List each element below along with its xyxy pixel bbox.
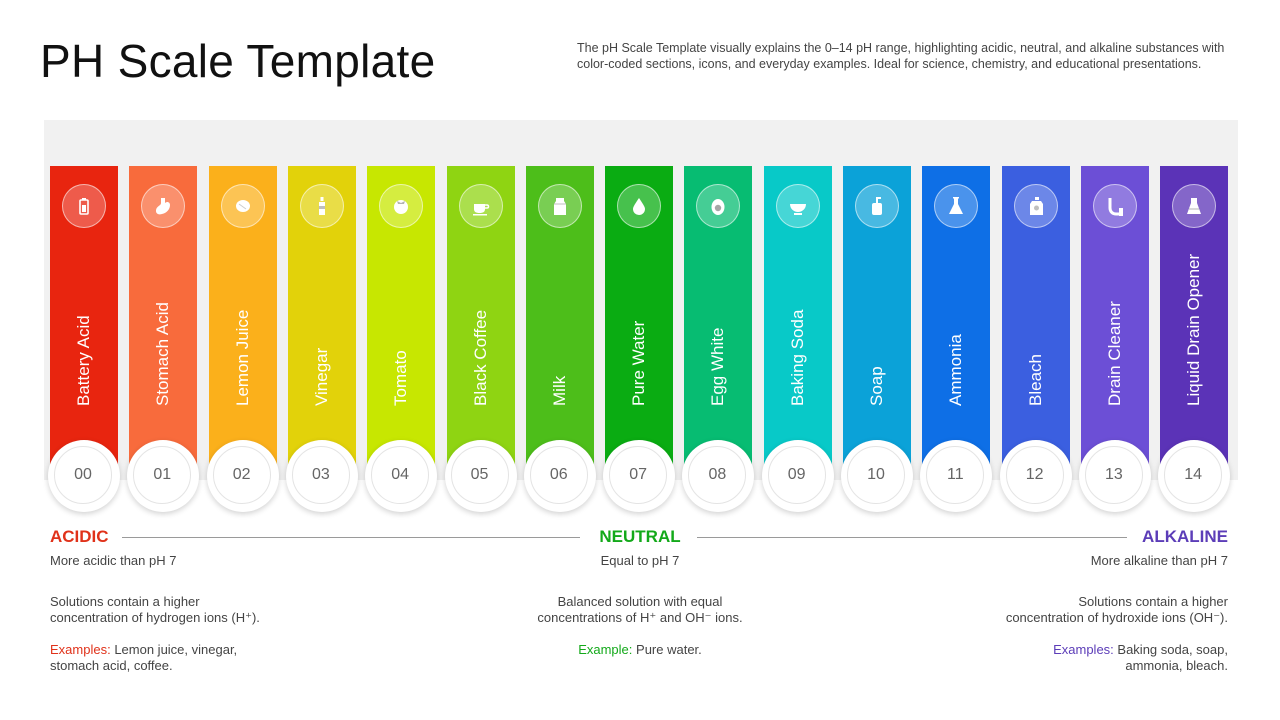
- neutral-description: Balanced solution with equal concentrati…: [537, 594, 743, 625]
- ph-number-badge: 14: [1158, 440, 1231, 512]
- ph-substance-label: Battery Acid: [74, 315, 93, 406]
- bottle-icon: [299, 184, 344, 228]
- ph-number: 08: [688, 446, 747, 504]
- neutral-divider: [697, 537, 1127, 538]
- ph-number-badge: 06: [523, 440, 596, 512]
- ph-substance-label: Lemon Juice: [232, 309, 252, 406]
- acidic-examples: Examples: Lemon juice, vinegar, stomach …: [50, 642, 238, 673]
- ph-substance-label: Liquid Drain Opener: [1184, 253, 1204, 406]
- page-description: The pH Scale Template visually explains …: [577, 41, 1225, 72]
- ph-column-07: Pure Water 07: [603, 166, 676, 512]
- battery-icon: [62, 184, 106, 228]
- ph-number: 03: [291, 446, 350, 504]
- ph-number-badge: 05: [444, 440, 517, 512]
- alkaline-examples-label: Examples:: [1053, 642, 1114, 657]
- ph-number: 14: [1164, 446, 1223, 504]
- neutral-examples-label: Example:: [578, 642, 633, 657]
- bleach-bottle-icon: [1013, 184, 1058, 228]
- ph-column-11: Ammonia 11: [920, 166, 993, 512]
- ph-number: 01: [133, 446, 192, 504]
- ph-number: 09: [767, 446, 826, 504]
- soap-dispenser-icon: [855, 184, 899, 228]
- ph-column-09: Baking Soda 09: [761, 166, 834, 512]
- ph-column-05: Black Coffee 05: [444, 166, 517, 512]
- ph-substance-label: Tomato: [391, 350, 411, 406]
- ph-column-08: Egg White 08: [682, 166, 755, 512]
- ph-number-badge: 10: [841, 440, 913, 512]
- ph-number-badge: 09: [761, 440, 834, 512]
- ph-column-06: Milk 06: [523, 166, 596, 512]
- ph-number: 11: [926, 446, 985, 504]
- ph-column-00: Battery Acid 00: [48, 166, 120, 512]
- stomach-icon: [141, 184, 186, 228]
- ph-column-14: Liquid Drain Opener 14: [1158, 166, 1231, 512]
- ph-substance-label: Stomach Acid: [153, 302, 173, 406]
- ph-substance-label: Soap: [867, 366, 886, 406]
- alkaline-subtitle: More alkaline than pH 7: [1090, 553, 1228, 568]
- acidic-examples-label: Examples:: [50, 642, 111, 657]
- ph-substance-label: Black Coffee: [470, 309, 490, 406]
- bowl-icon: [775, 184, 820, 228]
- neutral-heading: NEUTRAL: [599, 527, 681, 546]
- ph-number-badge: 01: [127, 440, 200, 512]
- ph-substance-label: Milk: [549, 375, 569, 406]
- alkaline-description: Solutions contain a higher concentration…: [1005, 594, 1228, 625]
- alkaline-examples: Examples: Baking soda, soap, ammonia, bl…: [1053, 642, 1228, 673]
- ph-number-badge: 02: [206, 440, 279, 512]
- ph-number-badge: 11: [920, 440, 993, 512]
- ph-number-badge: 04: [365, 440, 438, 512]
- ph-number-badge: 03: [285, 440, 358, 512]
- ph-column-12: Bleach 12: [999, 166, 1072, 512]
- tomato-icon: [379, 184, 424, 228]
- ph-substance-label: Ammonia: [946, 334, 966, 406]
- acidic-divider: [122, 537, 580, 538]
- pipe-icon: [1092, 184, 1137, 228]
- ph-number: 06: [529, 446, 588, 504]
- milk-carton-icon: [537, 184, 582, 228]
- ph-number: 04: [371, 446, 430, 504]
- ph-column-10: Soap 10: [841, 166, 913, 512]
- ph-number-badge: 13: [1078, 440, 1151, 512]
- ph-scale: Battery Acid 00 Stomach Acid 01 Lemon Juice 0…: [48, 166, 1231, 516]
- acidic-heading: ACIDIC: [50, 527, 109, 546]
- acidic-description: Solutions contain a higher concentration…: [50, 594, 260, 625]
- ph-number: 05: [450, 446, 509, 504]
- page-title: PH Scale Template: [40, 35, 436, 87]
- egg-icon: [696, 184, 741, 228]
- water-drop-icon: [617, 184, 662, 228]
- beaker-icon: [1172, 184, 1217, 228]
- ph-substance-label: Bleach: [1025, 354, 1045, 406]
- ph-substance-label: Vinegar: [311, 347, 331, 406]
- ph-number: 07: [609, 446, 668, 504]
- alkaline-heading: ALKALINE: [1142, 527, 1228, 546]
- ph-substance-label: Baking Soda: [787, 309, 807, 406]
- lemon-icon: [220, 184, 265, 228]
- acidic-subtitle: More acidic than pH 7: [50, 553, 177, 568]
- ph-number-badge: 07: [603, 440, 676, 512]
- ph-column-02: Lemon Juice 02: [206, 166, 279, 512]
- flask-icon: [934, 184, 979, 228]
- ph-column-13: Drain Cleaner 13: [1078, 166, 1151, 512]
- ph-number: 12: [1005, 446, 1064, 504]
- ph-number: 02: [212, 446, 271, 504]
- ph-number-badge: 08: [682, 440, 755, 512]
- ph-number-badge: 12: [999, 440, 1072, 512]
- ph-number-badge: 00: [48, 440, 120, 512]
- ph-number: 10: [847, 446, 905, 504]
- ph-column-04: Tomato 04: [365, 166, 438, 512]
- neutral-examples: Example: Pure water.: [578, 642, 702, 657]
- ph-column-01: Stomach Acid 01: [127, 166, 200, 512]
- coffee-cup-icon: [458, 184, 503, 228]
- ph-number: 00: [54, 446, 112, 504]
- ph-substance-label: Pure Water: [629, 320, 649, 406]
- ph-column-03: Vinegar 03: [285, 166, 358, 512]
- neutral-subtitle: Equal to pH 7: [600, 553, 680, 568]
- ph-substance-label: Drain Cleaner: [1104, 301, 1124, 406]
- ph-substance-label: Egg White: [708, 327, 728, 406]
- ph-number: 13: [1084, 446, 1143, 504]
